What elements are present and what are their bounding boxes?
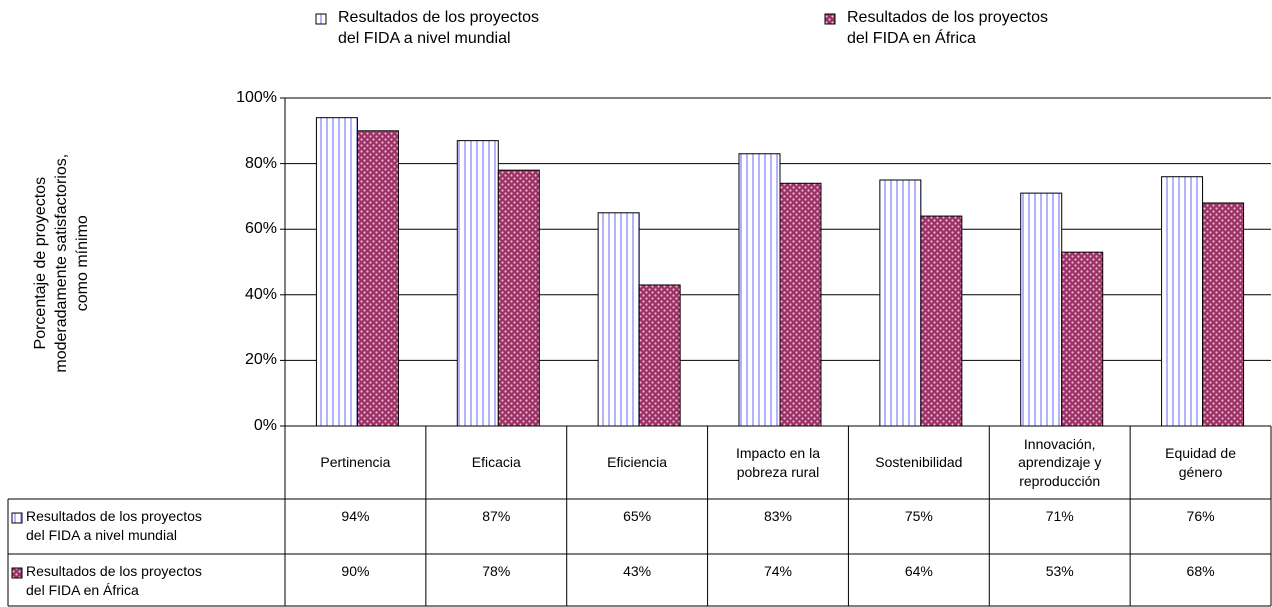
table-value: 94%: [341, 508, 370, 524]
bar: [920, 215, 963, 427]
table-value: 75%: [904, 508, 933, 524]
bar: [879, 179, 922, 427]
legend-label: Resultados de los proyectos del FIDA en …: [847, 9, 1048, 47]
y-tick-label: 80%: [244, 154, 277, 172]
y-tick-label: 100%: [236, 89, 277, 106]
bar: [1161, 176, 1204, 427]
bar: [456, 140, 499, 427]
x-tick-label: Eficacia: [471, 454, 521, 471]
bar: [779, 182, 822, 427]
bar: [1020, 192, 1063, 427]
y-axis-label: Porcentaje de proyectos moderadamente sa…: [31, 153, 91, 373]
table-row-label: Resultados de los proyectos del FIDA a n…: [26, 508, 202, 543]
y-tick-label: 60%: [244, 220, 277, 238]
bar: [597, 212, 640, 427]
table-value: 53%: [1045, 563, 1074, 579]
bar: [356, 130, 399, 427]
bar: [638, 284, 681, 427]
x-tick-label: Impacto en la pobreza rural: [735, 445, 821, 480]
x-tick-label: Pertinencia: [320, 454, 391, 471]
bar: [1061, 251, 1104, 427]
y-tick-label: 40%: [244, 285, 277, 303]
table-value: 76%: [1186, 508, 1215, 524]
table-value: 74%: [763, 563, 792, 579]
x-tick-label: Innovación, aprendizaje y reproducción: [1018, 436, 1102, 489]
legend-swatch: [11, 567, 23, 579]
x-tick-label: Sostenibilidad: [875, 454, 963, 471]
y-tick-label: 0%: [253, 417, 277, 434]
bar: [1202, 202, 1245, 427]
legend-swatch: [315, 13, 327, 25]
legend-swatch: [824, 13, 836, 25]
bar: [497, 169, 540, 427]
table-value: 43%: [623, 563, 652, 579]
bar: [315, 117, 358, 427]
table-value: 68%: [1186, 563, 1215, 579]
table-value: 78%: [482, 563, 511, 579]
y-tick-label: 20%: [244, 351, 277, 369]
x-tick-label: Eficiencia: [607, 454, 668, 471]
table-value: 71%: [1045, 508, 1074, 524]
legend-label: Resultados de los proyectos del FIDA a n…: [338, 9, 539, 47]
table-row-label: Resultados de los proyectos del FIDA en …: [26, 563, 202, 598]
x-tick-label: Equidad de género: [1165, 445, 1236, 480]
table-value: 87%: [482, 508, 511, 524]
table-value: 65%: [623, 508, 652, 524]
table-value: 64%: [904, 563, 933, 579]
legend-swatch: [11, 512, 23, 524]
table-value: 83%: [763, 508, 792, 524]
bar: [738, 153, 781, 427]
table-value: 90%: [341, 563, 370, 579]
